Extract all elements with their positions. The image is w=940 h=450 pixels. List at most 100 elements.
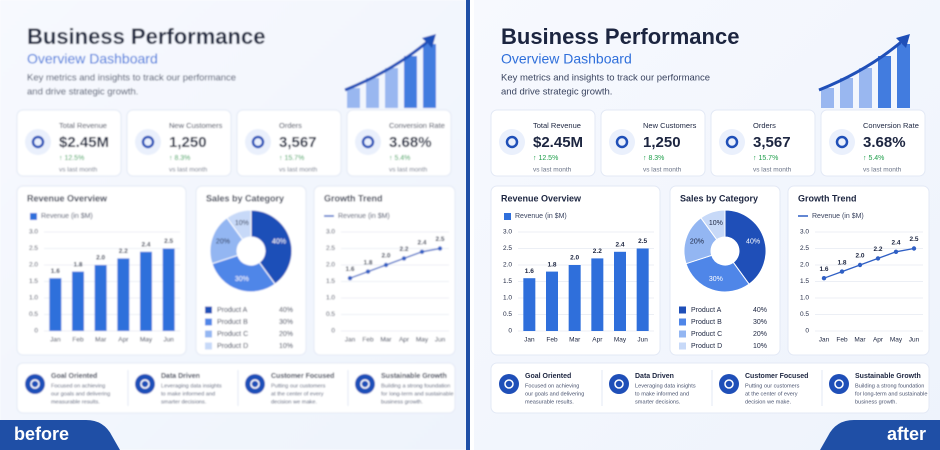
y-tick-label: 1.5 [503, 278, 512, 285]
feature-title: Goal Oriented [525, 373, 571, 380]
line-point [821, 276, 827, 281]
x-tick-label: Apr [399, 337, 410, 344]
metric-icon-dot [615, 135, 629, 149]
value-label: 1.8 [363, 259, 372, 266]
metric-note: vs last month [59, 167, 98, 174]
chart-title: Sales by Category [206, 193, 284, 203]
value-label: 2.2 [593, 248, 602, 255]
value-label: 2.2 [119, 248, 128, 255]
bar [546, 271, 558, 331]
feature-text: business growth. [855, 399, 897, 405]
feature-text: measurable results. [525, 399, 574, 405]
card [490, 109, 596, 177]
feature-icon [245, 374, 265, 394]
line-point [419, 249, 425, 254]
x-tick-label: May [890, 337, 903, 344]
metric-icon-dot [251, 135, 265, 149]
y-tick-label: 0 [508, 328, 512, 335]
metric-note: vs last month [533, 167, 572, 174]
card [126, 109, 232, 177]
line-point [857, 262, 863, 268]
description: Key metrics and insights to track our pe… [27, 73, 236, 84]
feature-icon-mark [250, 379, 260, 389]
metric-icon [499, 129, 525, 155]
feature-icon-mark [834, 379, 844, 389]
slice-label: 40% [746, 239, 760, 246]
bar [72, 271, 84, 331]
decor-bar [840, 78, 853, 108]
feature-icon-mark [140, 379, 150, 389]
line-point [875, 256, 881, 261]
y-tick-label: 1.0 [29, 295, 38, 302]
title: Business Performance [27, 24, 265, 49]
metric-icon [719, 129, 745, 155]
feature-text: business growth. [381, 399, 423, 405]
legend-label: Product D [217, 343, 248, 350]
line [349, 247, 441, 279]
x-tick-label: May [416, 337, 429, 344]
divider [466, 0, 470, 450]
feature-icon [135, 374, 155, 394]
feature-icon-mark [724, 379, 734, 389]
y-tick-label: 1.0 [800, 295, 809, 302]
description: Key metrics and insights to track our pe… [501, 73, 710, 84]
metric-note: vs last month [643, 167, 682, 174]
metric-change: ↑ 8.3% [643, 155, 664, 162]
metric-change: ↑ 5.4% [863, 155, 884, 162]
value-label: 2.0 [855, 253, 864, 260]
y-tick-label: 0.5 [326, 311, 335, 318]
metric-note: vs last month [863, 167, 902, 174]
bar [94, 265, 107, 331]
metric-icon-dot [31, 135, 45, 149]
x-tick-label: Apr [873, 337, 884, 344]
x-tick-label: Apr [118, 337, 129, 344]
y-tick-label: 2.5 [29, 245, 38, 252]
badge-label: before [14, 424, 69, 444]
metric-icon [609, 129, 635, 155]
badge [0, 420, 120, 450]
x-tick-label: May [614, 337, 627, 344]
legend-swatch [679, 318, 686, 326]
feature-title: Data Driven [635, 373, 674, 380]
x-tick-label: Feb [836, 337, 848, 344]
y-tick-label: 2.5 [800, 245, 809, 252]
x-tick-label: Mar [569, 337, 581, 344]
metric-value: 3,567 [279, 134, 317, 151]
legend-swatch [30, 213, 37, 220]
y-tick-label: 0.5 [503, 311, 512, 318]
x-tick-label: Mar [380, 337, 392, 344]
feature-icon-mark [360, 379, 370, 389]
value-label: 1.6 [345, 266, 354, 273]
bar [162, 248, 175, 331]
metric-icon-dot [505, 135, 519, 149]
legend-swatch [205, 342, 212, 350]
legend-value: 10% [753, 343, 767, 350]
legend-value: 20% [279, 331, 293, 338]
metric-note: vs last month [753, 167, 792, 174]
decor-bar [347, 88, 360, 108]
value-label: 2.2 [399, 246, 408, 253]
line [823, 247, 915, 279]
feature-text: our goals and delivering [525, 391, 584, 397]
bar [523, 278, 536, 331]
metric-icon-dot [835, 135, 849, 149]
value-label: 1.6 [819, 266, 828, 273]
feature-text: Focused on achieving [51, 383, 105, 389]
line-point [911, 246, 917, 251]
decor-bar [878, 56, 891, 108]
card [313, 185, 456, 356]
decor-bar [897, 44, 910, 108]
card [16, 109, 122, 177]
feature-text: at the center of every [745, 391, 798, 397]
value-label: 1.6 [51, 268, 60, 275]
feature-text: to make informed and [635, 391, 689, 397]
y-tick-label: 1.0 [326, 295, 335, 302]
legend-swatch [679, 330, 686, 338]
metric-change: ↑ 15.7% [279, 155, 304, 162]
value-label: 2.4 [141, 242, 150, 249]
legend-label: Product C [217, 331, 248, 338]
legend-swatch [679, 342, 686, 350]
bar [614, 251, 626, 331]
card [710, 109, 816, 177]
